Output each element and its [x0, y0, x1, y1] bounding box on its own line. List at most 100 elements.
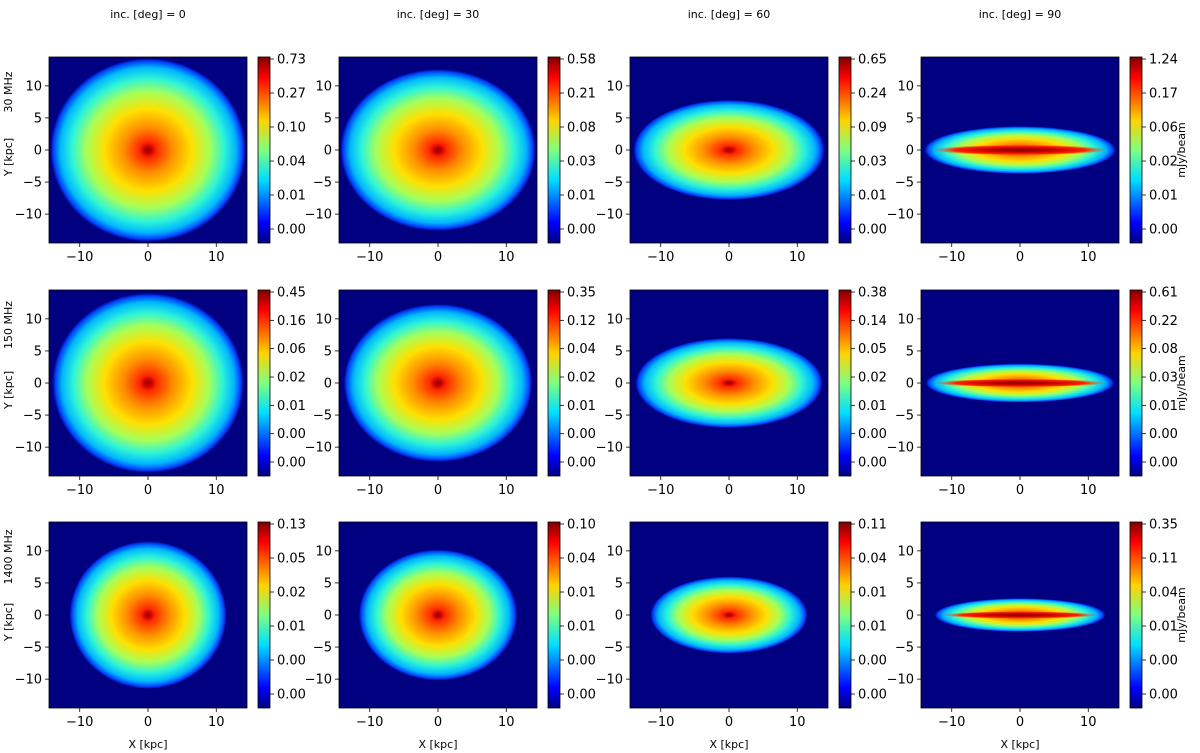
- colorbar-tick-label: 0.02: [277, 371, 306, 386]
- column-title-3: inc. [deg] = 90: [979, 8, 1062, 21]
- colorbar-tick-label: 0.03: [858, 155, 887, 170]
- colorbar-tick-label: 0.17: [1149, 87, 1178, 102]
- colorbar-tick-label: 0.00: [277, 427, 306, 442]
- heatmap-panel: −10 0 10 10 5 0 −5 −10 0.65 0.24 0.09 0.03 0.01 0.00: [596, 53, 887, 266]
- colorbar: [547, 56, 561, 244]
- y-tick-label: 10: [606, 79, 623, 94]
- colorbar-tick-label: 0.03: [567, 155, 596, 170]
- x-tick-label: 10: [1080, 483, 1097, 498]
- y-tick-label: −5: [604, 409, 623, 424]
- colorbar-tick-label: 0.01: [277, 620, 306, 635]
- emission-region: [340, 69, 536, 231]
- y-tick-label: −10: [305, 673, 332, 688]
- heatmap-panel: −10 0 10 10 5 0 −5 −10 0.13 0.05 0.02 0.01 0.00 0.00: [15, 518, 306, 731]
- x-tick-label: 10: [1080, 715, 1097, 730]
- y-tick-label: −5: [895, 409, 914, 424]
- colorbar-tick-label: 1.24: [1149, 53, 1178, 68]
- y-tick-label: 5: [324, 576, 332, 591]
- y-tick-label: 5: [34, 576, 42, 591]
- x-tick-label: 0: [725, 715, 733, 730]
- colorbar-tick-label: 0.00: [567, 427, 596, 442]
- colorbar-tick-label: 0.45: [277, 286, 306, 301]
- colorbar-tick-label: 0.00: [567, 654, 596, 669]
- colorbar-tick-label: 0.01: [858, 399, 887, 414]
- y-tick-label: −10: [596, 673, 623, 688]
- y-tick-label: 5: [906, 111, 914, 126]
- colorbar-tick-label: 0.10: [277, 121, 306, 136]
- colorbar-label: mJy/beam: [1175, 122, 1188, 177]
- colorbar-tick-label: 0.11: [1149, 552, 1178, 567]
- x-tick-label: −10: [356, 250, 383, 265]
- colorbar-tick-label: 0.00: [277, 223, 306, 238]
- y-tick-label: 0: [906, 377, 914, 392]
- x-tick-label: 0: [725, 250, 733, 265]
- x-tick-label: −10: [647, 483, 674, 498]
- y-tick-label: 0: [615, 377, 623, 392]
- colorbar-tick-label: 0.38: [858, 286, 887, 301]
- y-tick-label: 10: [25, 79, 42, 94]
- colorbar-tick-label: 0.02: [567, 371, 596, 386]
- heatmap-panel: −10 0 10 10 5 0 −5 −10 0.58 0.21 0.08 0.03 0.01 0.00: [305, 53, 596, 266]
- y-tick-label: 0: [34, 144, 42, 159]
- x-tick-label: 0: [434, 250, 442, 265]
- x-tick-label: 10: [208, 483, 225, 498]
- y-tick-label: −10: [887, 208, 914, 223]
- edge-on-disk: [941, 611, 1099, 619]
- colorbar-tick-label: 0.00: [277, 688, 306, 703]
- colorbar-label: mJy/beam: [1175, 355, 1188, 410]
- x-tick-label: 0: [144, 483, 152, 498]
- colorbar-tick-label: 0.00: [1149, 456, 1178, 471]
- colorbar-tick-label: 0.05: [277, 552, 306, 567]
- x-tick-label: 0: [1016, 250, 1024, 265]
- colorbar: [1129, 56, 1143, 244]
- colorbar-tick-label: 0.10: [567, 518, 596, 533]
- x-axis-label: X [kpc]: [418, 738, 457, 751]
- colorbar-tick-label: 0.01: [567, 620, 596, 635]
- colorbar-tick-label: 0.08: [567, 121, 596, 136]
- y-tick-label: −5: [313, 176, 332, 191]
- colorbar-tick-label: 0.02: [277, 586, 306, 601]
- colorbar-tick-label: 0.00: [1149, 223, 1178, 238]
- y-axis-label: Y [kpc]: [2, 371, 15, 410]
- x-axis-label: X [kpc]: [709, 738, 748, 751]
- heatmap-panel: −10 0 10 10 5 0 −5 −10 0.61 0.22 0.08 0.03 0.01 0.00 0…: [887, 286, 1178, 499]
- y-tick-label: 10: [606, 544, 623, 559]
- colorbar-tick-label: 0.00: [567, 223, 596, 238]
- y-tick-label: −5: [313, 641, 332, 656]
- emission-region: [633, 99, 825, 201]
- y-tick-label: 0: [615, 144, 623, 159]
- edge-on-disk: [933, 378, 1107, 388]
- y-tick-label: −10: [305, 208, 332, 223]
- y-tick-label: 5: [34, 111, 42, 126]
- x-axis-label: X [kpc]: [128, 738, 167, 751]
- heatmap-panel: −10 0 10 10 5 0 −5 −10 0.73 0.27 0.10 0.04 0.01 0.00: [15, 53, 306, 266]
- y-tick-label: 5: [324, 344, 332, 359]
- y-tick-label: −10: [596, 441, 623, 456]
- y-tick-label: 5: [615, 111, 623, 126]
- heatmap-panel: −10 0 10 10 5 0 −5 −10 0.38 0.14 0.05 0.02 0.01 0.00 0…: [596, 286, 887, 499]
- x-tick-label: 10: [789, 483, 806, 498]
- x-tick-label: 10: [498, 715, 515, 730]
- colorbar-tick-label: 0.02: [1149, 155, 1178, 170]
- y-tick-label: −5: [23, 409, 42, 424]
- column-title-0: inc. [deg] = 0: [110, 8, 186, 21]
- heatmap-panel: −10 0 10 10 5 0 −5 −10 0.11 0.04 0.01 0.01 0.00 0.00: [596, 518, 887, 731]
- y-tick-label: 0: [906, 609, 914, 624]
- colorbar-tick-label: 0.05: [858, 342, 887, 357]
- y-tick-label: 10: [25, 312, 42, 327]
- colorbar-tick-label: 0.01: [858, 620, 887, 635]
- colorbar-tick-label: 0.04: [567, 552, 596, 567]
- y-tick-label: 10: [315, 544, 332, 559]
- colorbar-tick-label: 0.09: [858, 121, 887, 136]
- y-tick-label: −5: [604, 641, 623, 656]
- heatmap-panel: −10 0 10 10 5 0 −5 −10 0.35 0.11 0.04 0.01 0.00 0.00: [887, 518, 1178, 731]
- colorbar-tick-label: 0.08: [1149, 342, 1178, 357]
- colorbar-tick-label: 0.24: [858, 87, 887, 102]
- x-tick-label: 0: [434, 715, 442, 730]
- heatmap-panel: −10 0 10 10 5 0 −5 −10 1.24 0.17 0.06 0.02 0.01 0.00: [887, 53, 1178, 266]
- x-tick-label: 0: [434, 483, 442, 498]
- x-tick-label: 0: [144, 250, 152, 265]
- colorbar-tick-label: 0.21: [567, 87, 596, 102]
- colorbar-tick-label: 0.01: [277, 399, 306, 414]
- x-tick-label: 0: [144, 715, 152, 730]
